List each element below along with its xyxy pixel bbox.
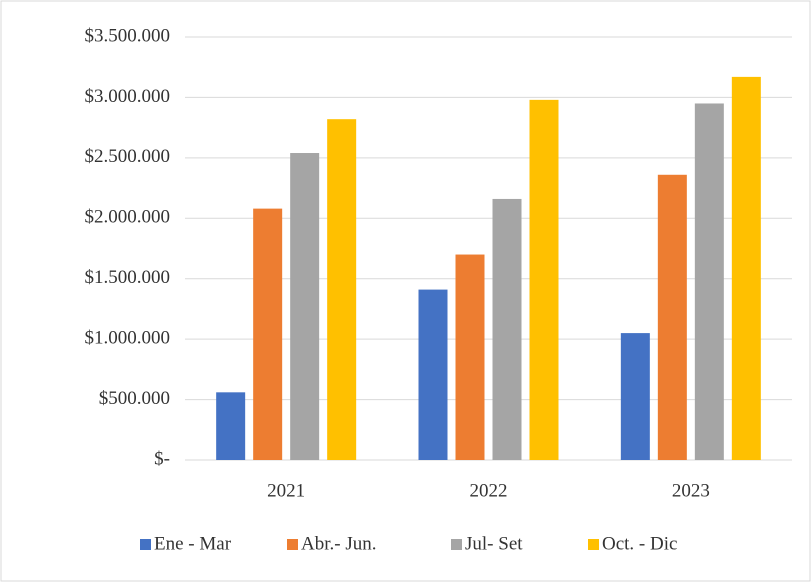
x-tick-label: 2023 (672, 480, 710, 501)
bar (492, 198, 522, 460)
bar (327, 119, 357, 460)
bar (216, 392, 246, 460)
bar (455, 254, 485, 460)
legend-label: Oct. - Dic (602, 533, 677, 554)
y-tick-label: $- (154, 448, 170, 469)
bar (694, 103, 724, 460)
y-tick-label: $2.500.000 (85, 146, 171, 167)
bar (731, 76, 761, 460)
legend-label: Ene - Mar (154, 533, 232, 554)
legend-swatch (287, 539, 298, 550)
legend-label: Jul- Set (465, 533, 523, 554)
y-tick-label: $1.000.000 (85, 328, 171, 349)
y-tick-label: $2.000.000 (85, 207, 171, 228)
bar (657, 174, 687, 460)
y-tick-label: $1.500.000 (85, 267, 171, 288)
legend-swatch (140, 539, 151, 550)
x-tick-label: 2022 (470, 480, 508, 501)
y-tick-label: $3.500.000 (85, 25, 171, 46)
y-tick-label: $500.000 (99, 388, 170, 409)
bar (290, 153, 320, 460)
bar (253, 208, 283, 460)
legend-swatch (451, 539, 462, 550)
bar (529, 99, 559, 461)
legend-label: Abr.- Jun. (301, 533, 376, 554)
y-tick-label: $3.000.000 (85, 86, 171, 107)
legend-swatch (588, 539, 599, 550)
x-tick-label: 2021 (267, 480, 305, 501)
bar (418, 289, 448, 460)
bar (620, 333, 650, 460)
